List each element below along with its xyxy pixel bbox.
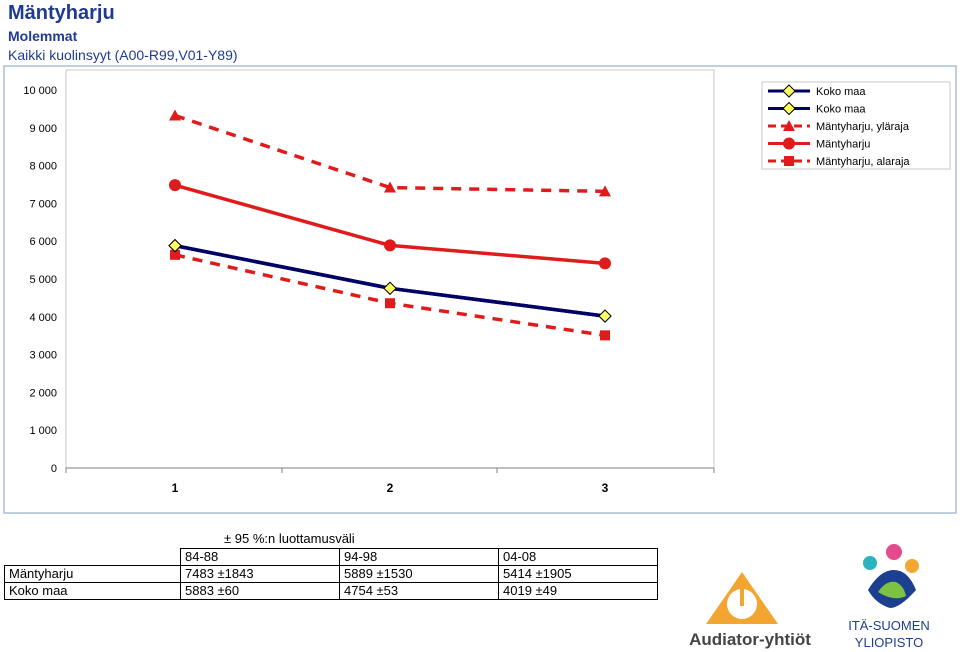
table-cell: 4754 ±53 xyxy=(339,582,499,600)
series-4 xyxy=(170,249,610,341)
y-tick-label: 2 000 xyxy=(29,387,57,399)
ci-caption: ± 95 %:n luottamusväli xyxy=(224,531,355,546)
y-tick-label: 7 000 xyxy=(29,198,57,210)
data-point-circle xyxy=(783,137,795,150)
data-point-triangle xyxy=(169,109,181,121)
row-label: Koko maa xyxy=(4,582,181,600)
table-cell: 5414 ±1905 xyxy=(498,565,658,583)
table-cell: 5889 ±1530 xyxy=(339,565,499,583)
stats-table: 84-88 94-98 04-08 Mäntyharju 7483 ±1843 … xyxy=(4,548,658,600)
legend-label: Koko maa xyxy=(816,104,866,116)
uef-leaf-icon xyxy=(878,581,906,599)
y-tick-label: 10 000 xyxy=(23,85,57,97)
series-3 xyxy=(169,179,611,270)
audiator-mark-icon xyxy=(740,586,744,606)
legend-entry: Mäntyharju, alaraja xyxy=(768,156,910,168)
data-point-diamond xyxy=(782,101,796,116)
y-tick-label: 8 000 xyxy=(29,161,57,173)
table-row: Koko maa 5883 ±60 4754 ±53 4019 ±49 xyxy=(4,582,658,600)
data-point-square xyxy=(385,298,395,309)
data-point-diamond xyxy=(598,309,612,323)
legend-label: Koko maa xyxy=(816,86,866,98)
series-1 xyxy=(168,238,612,323)
data-point-circle xyxy=(169,179,181,192)
column-header: 04-08 xyxy=(498,548,658,566)
x-tick-label: 3 xyxy=(602,481,609,495)
audiator-wordmark: Audiator-yhtiöt xyxy=(689,630,811,649)
table-cell: 7483 ±1843 xyxy=(180,565,340,583)
table-cell: 5883 ±60 xyxy=(180,582,340,600)
row-label: Mäntyharju xyxy=(4,565,181,583)
data-point-triangle xyxy=(599,185,611,197)
table-header-row: 84-88 94-98 04-08 xyxy=(5,548,658,566)
uef-wordmark-line2: YLIOPISTO xyxy=(855,635,923,650)
data-point-circle xyxy=(384,239,396,252)
y-tick-label: 6 000 xyxy=(29,236,57,248)
cause-description: Kaikki kuolinsyyt (A00-R99,V01-Y89) xyxy=(8,47,238,63)
legend-box xyxy=(761,81,951,170)
series-2 xyxy=(169,109,611,197)
table-row: Mäntyharju 7483 ±1843 5889 ±1530 5414 ±1… xyxy=(4,565,658,583)
x-tick-label: 2 xyxy=(387,481,394,495)
data-point-square xyxy=(600,330,610,341)
audiator-logo: Audiator-yhtiöt xyxy=(689,572,811,649)
page-subtitle: Molemmat xyxy=(8,28,78,44)
legend-entry: Mäntyharju, yläraja xyxy=(768,120,910,133)
uef-logo: ITÄ-SUOMEN YLIOPISTO xyxy=(848,544,930,650)
y-tick-label: 0 xyxy=(51,463,57,475)
data-point-triangle xyxy=(783,120,795,131)
data-point-triangle xyxy=(384,181,396,193)
legend-label: Mäntyharju xyxy=(816,139,870,151)
column-header: 94-98 xyxy=(339,548,499,566)
data-point-diamond xyxy=(168,238,182,253)
uef-petal-icon xyxy=(863,556,877,570)
uef-wordmark-line1: ITÄ-SUOMEN xyxy=(848,618,930,633)
y-tick-label: 4 000 xyxy=(29,312,57,324)
legend-entry: Mäntyharju xyxy=(768,137,870,151)
uef-petal-icon xyxy=(886,544,902,560)
line-chart: 0 1 000 2 000 3 000 4 000 5 000 6 000 7 000 8 00… xyxy=(3,65,957,514)
y-axis: 0 1 000 2 000 3 000 4 000 5 000 6 000 7 000 8 00… xyxy=(23,85,57,475)
legend-label: Mäntyharju, alaraja xyxy=(816,156,910,168)
uef-petal-icon xyxy=(905,559,919,573)
series-layer xyxy=(168,109,612,341)
legend: Koko maa Koko maa Mäntyharju, yläraja Mänty… xyxy=(761,81,951,170)
page-title: Mäntyharju xyxy=(8,2,115,24)
y-tick-label: 5 000 xyxy=(29,274,57,286)
legend-entry: Koko maa xyxy=(768,84,866,98)
data-point-circle xyxy=(599,257,611,270)
y-tick-label: 3 000 xyxy=(29,350,57,362)
data-point-square xyxy=(784,156,794,166)
y-tick-label: 9 000 xyxy=(29,123,57,135)
data-point-square xyxy=(170,249,180,260)
x-axis: 1 2 3 xyxy=(65,467,715,495)
data-point-diamond xyxy=(782,84,796,98)
table-cell: 4019 ±49 xyxy=(498,582,658,600)
y-tick-label: 1 000 xyxy=(29,425,57,437)
legend-entry: Koko maa xyxy=(768,101,866,116)
series-line xyxy=(174,113,606,194)
column-header: 84-88 xyxy=(180,548,340,566)
legend-label: Mäntyharju, yläraja xyxy=(816,121,910,133)
x-tick-label: 1 xyxy=(172,481,179,495)
data-point-diamond xyxy=(383,281,397,296)
